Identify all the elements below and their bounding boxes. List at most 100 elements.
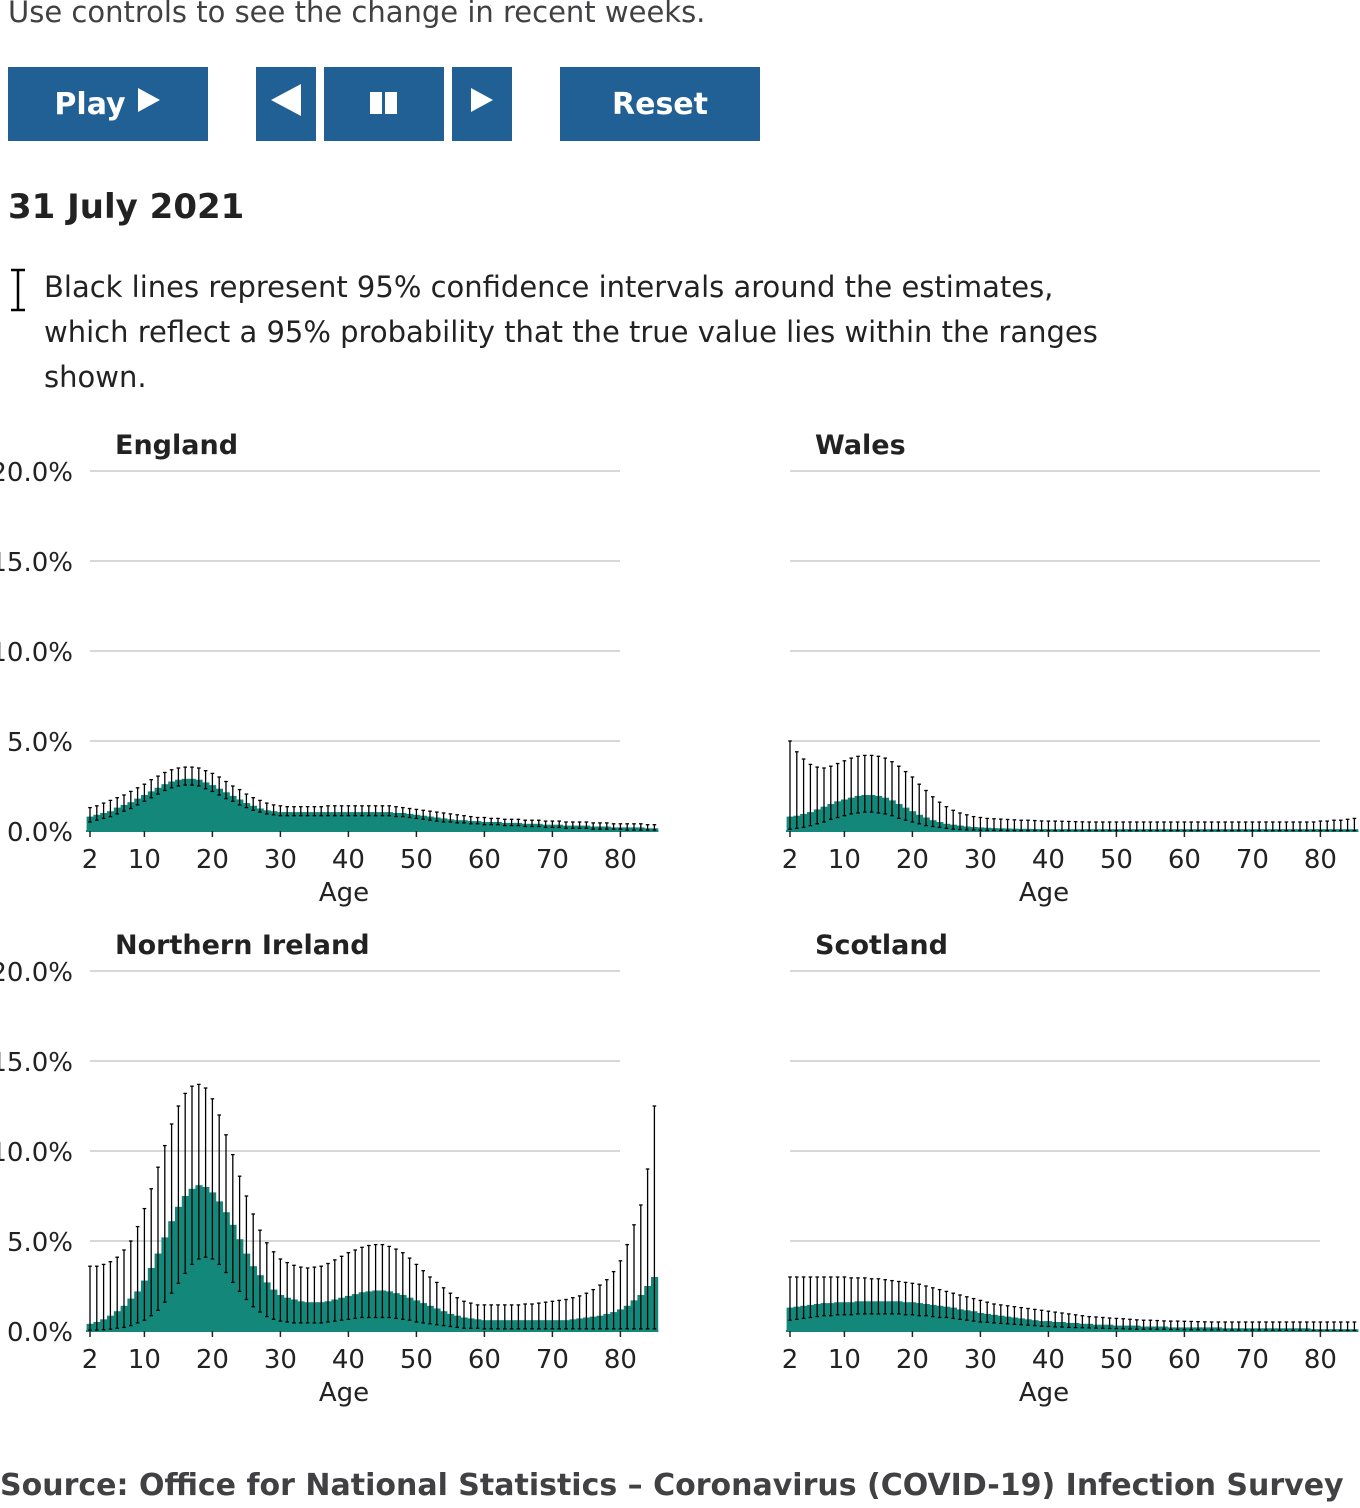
bar xyxy=(345,812,353,831)
bar xyxy=(474,821,482,831)
bar xyxy=(263,810,271,831)
bar xyxy=(222,792,230,831)
bar xyxy=(433,817,441,831)
chart-title-england: England xyxy=(115,430,238,461)
x-tick-label: 40 xyxy=(332,1345,365,1375)
bar xyxy=(229,795,237,831)
reset-button-label: Reset xyxy=(612,86,708,122)
x-tick-label: 70 xyxy=(536,845,569,875)
bar xyxy=(134,798,142,831)
bar xyxy=(521,823,529,831)
bar xyxy=(154,787,162,831)
bar xyxy=(113,807,121,831)
x-tick-label: 2 xyxy=(82,1345,99,1375)
pause-button[interactable] xyxy=(324,67,444,141)
bar xyxy=(107,811,115,831)
bar xyxy=(379,812,387,831)
x-tick-label: 2 xyxy=(782,1345,799,1375)
pause-icon xyxy=(370,87,398,122)
x-tick-label: 80 xyxy=(1304,1345,1337,1375)
bar xyxy=(406,813,414,831)
bar xyxy=(372,812,380,831)
step-forward-icon xyxy=(469,86,495,122)
bar xyxy=(895,1301,903,1331)
x-tick-label: 40 xyxy=(1032,1345,1065,1375)
y-tick-label: 0.0% xyxy=(7,1318,73,1348)
x-tick-label: 50 xyxy=(400,845,433,875)
bar xyxy=(215,1201,223,1331)
bar xyxy=(209,785,217,831)
bar xyxy=(827,1303,835,1331)
bar xyxy=(943,1306,951,1331)
bar xyxy=(922,1304,930,1331)
bar xyxy=(854,1301,862,1331)
bar xyxy=(236,799,244,831)
x-tick-label: 80 xyxy=(604,845,637,875)
x-axis-label: Age xyxy=(319,1378,369,1408)
x-axis-label: Age xyxy=(1019,1378,1069,1408)
bar xyxy=(868,795,876,831)
x-axis-label: Age xyxy=(1019,878,1069,908)
x-tick-label: 80 xyxy=(1304,845,1337,875)
x-tick-label: 10 xyxy=(828,1345,861,1375)
bar xyxy=(161,784,169,831)
x-tick-label: 70 xyxy=(536,1345,569,1375)
step-back-button[interactable] xyxy=(256,67,316,141)
x-tick-label: 40 xyxy=(332,845,365,875)
bar xyxy=(290,812,298,831)
play-button[interactable]: Play xyxy=(8,67,208,141)
x-tick-label: 60 xyxy=(1168,845,1201,875)
y-tick-label: 20.0% xyxy=(0,958,73,988)
y-tick-label: 10.0% xyxy=(0,1138,73,1168)
bar xyxy=(270,811,278,831)
y-tick-label: 15.0% xyxy=(0,1048,73,1078)
bar xyxy=(202,1187,210,1331)
x-tick-label: 60 xyxy=(468,1345,501,1375)
bar xyxy=(888,1301,896,1331)
bar xyxy=(256,808,264,831)
date-label: 31 July 2021 xyxy=(8,187,245,227)
bar xyxy=(936,1305,944,1331)
bar xyxy=(181,778,189,831)
bar xyxy=(902,1302,910,1331)
bar xyxy=(120,804,128,831)
bar xyxy=(385,812,393,831)
x-tick-label: 30 xyxy=(264,1345,297,1375)
bar xyxy=(365,812,373,831)
bar xyxy=(447,819,455,831)
source-text: Source: Office for National Statistics –… xyxy=(0,1468,1344,1503)
bar xyxy=(141,795,149,831)
step-forward-button[interactable] xyxy=(452,67,512,141)
bar xyxy=(929,1304,937,1331)
y-tick-label: 0.0% xyxy=(7,818,73,848)
bar xyxy=(460,820,468,831)
bar xyxy=(324,812,332,831)
x-tick-label: 20 xyxy=(896,845,929,875)
y-tick-label: 20.0% xyxy=(0,458,73,488)
x-tick-label: 20 xyxy=(896,1345,929,1375)
x-tick-label: 80 xyxy=(604,1345,637,1375)
x-tick-label: 70 xyxy=(1236,845,1269,875)
bar xyxy=(494,822,502,831)
bar xyxy=(249,805,257,831)
x-tick-label: 60 xyxy=(1168,1345,1201,1375)
x-tick-label: 50 xyxy=(1100,845,1133,875)
bar xyxy=(820,1303,828,1331)
x-tick-label: 40 xyxy=(1032,845,1065,875)
x-tick-label: 60 xyxy=(468,845,501,875)
bar xyxy=(283,812,291,831)
x-tick-label: 70 xyxy=(1236,1345,1269,1375)
x-tick-label: 2 xyxy=(782,845,799,875)
confidence-interval-note: Black lines represent 95% confidence int… xyxy=(44,270,1098,394)
bar xyxy=(881,1301,889,1331)
y-tick-label: 5.0% xyxy=(7,728,73,758)
x-tick-label: 2 xyxy=(82,845,99,875)
y-tick-label: 10.0% xyxy=(0,638,73,668)
chart-title-wales: Wales xyxy=(815,430,906,461)
reset-button[interactable]: Reset xyxy=(560,67,760,141)
bar xyxy=(392,813,400,831)
bar xyxy=(351,812,359,831)
step-back-icon xyxy=(269,82,303,126)
